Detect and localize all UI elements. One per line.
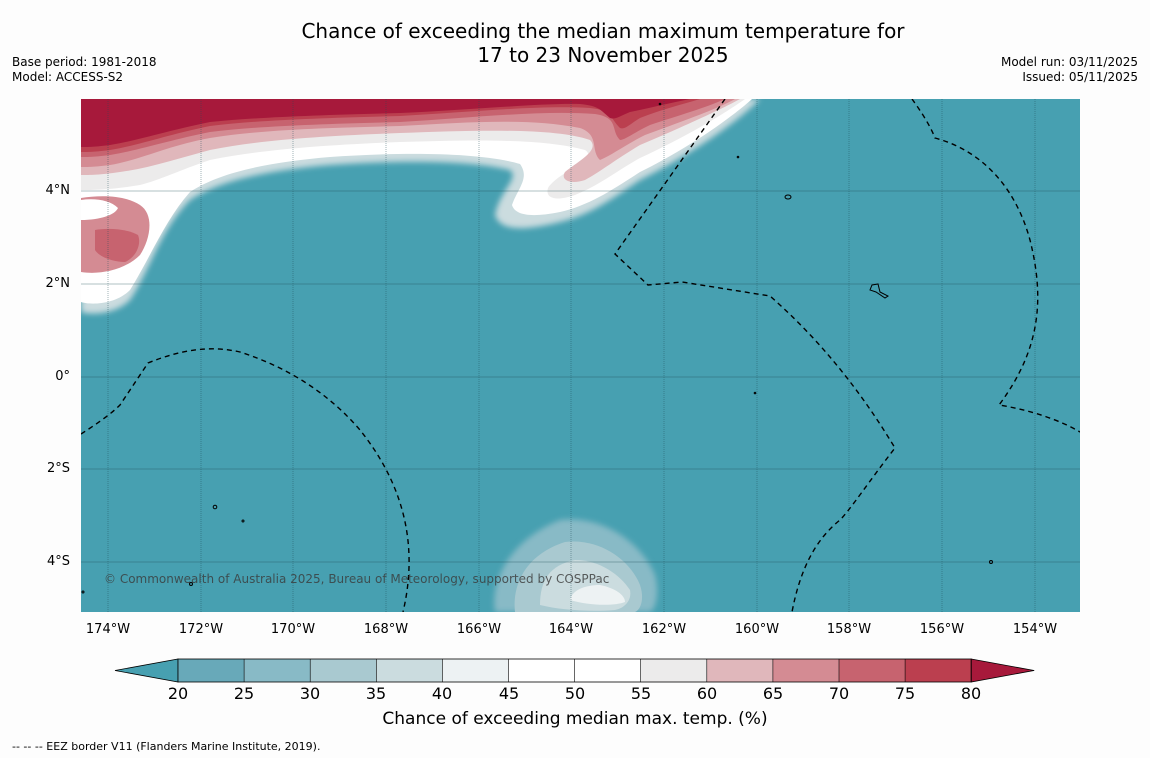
title-line-2: 17 to 23 November 2025 [477,43,729,67]
island-7 [658,102,662,106]
eez-borders [81,99,1080,612]
warm-band [81,99,760,314]
warm-contour-80 [81,99,690,147]
colorbar-bin-11 [839,659,906,682]
meta-left: Base period: 1981-2018 Model: ACCESS-S2 [12,55,157,85]
eez-border-west [81,348,410,612]
colorbar-bin-6 [508,659,575,682]
island-6 [753,391,757,395]
warm-blob-west-core [95,228,140,262]
lat-label-0: 0° [55,369,70,384]
model-name: Model: ACCESS-S2 [12,70,124,84]
south-blob [494,519,658,612]
copyright-notice: © Commonwealth of Australia 2025, Bureau… [104,572,610,586]
eez-footnote: -- -- -- EEZ border V11 (Flanders Marine… [12,740,321,753]
colorbar-label-25: 25 [233,684,255,703]
lon-label-170w: 170°W [270,622,316,637]
colorbar-extend-low [114,658,179,683]
colorbar-label-60: 60 [696,684,718,703]
meta-right: Model run: 03/11/2025 Issued: 05/11/2025 [1001,55,1138,85]
colorbar-label-65: 65 [762,684,784,703]
graticule [81,99,1080,612]
colorbar-label-75: 75 [894,684,916,703]
colorbar-bin-4 [376,659,443,682]
colorbar-label-50: 50 [564,684,586,703]
island-2 [212,504,218,510]
islands [81,102,993,594]
lat-label-4s: 4°S [46,554,70,569]
lon-label-154w: 154°W [1012,622,1058,637]
eez-border-east [911,99,1080,433]
lat-label-4n: 4°N [45,183,71,198]
island-5 [989,560,993,564]
colorbar-bin-9 [706,659,773,682]
island-1 [784,194,792,200]
island-3 [241,519,245,523]
colorbar-label-55: 55 [630,684,652,703]
colorbar-extend-high [970,658,1035,683]
lon-label-166w: 166°W [456,622,502,637]
colorbar-bin-10 [772,659,839,682]
colorbar-bin-2 [244,659,311,682]
colorbar-bin-12 [905,659,972,682]
colorbar-label-80: 80 [960,684,982,703]
colorbar-label-35: 35 [365,684,387,703]
colorbar-label-20: 20 [167,684,189,703]
lon-label-168w: 168°W [363,622,409,637]
colorbar-label-30: 30 [299,684,321,703]
lon-label-156w: 156°W [919,622,965,637]
island-kiritimati [869,283,889,299]
colorbar-label-45: 45 [498,684,520,703]
eez-border-central [614,99,896,612]
lat-label-2n: 2°N [45,276,71,291]
lon-label-172w: 172°W [178,622,224,637]
island-9 [81,590,85,594]
colorbar-bin-5 [442,659,509,682]
colorbar-bin-3 [310,659,377,682]
lon-label-162w: 162°W [641,622,687,637]
south-contour-45 [570,585,625,605]
map-plot-area [81,99,1080,612]
colorbar-title: Chance of exceeding median max. temp. (%… [382,709,768,729]
lon-label-164w: 164°W [548,622,594,637]
lon-label-160w: 160°W [734,622,780,637]
island-8 [736,155,740,159]
issued-date: Issued: 05/11/2025 [1022,70,1138,84]
colorbar-bin-1 [178,659,245,682]
colorbar [114,658,1035,683]
island-4 [189,582,193,586]
lon-label-174w: 174°W [85,622,131,637]
lat-label-2s: 2°S [46,461,70,476]
lon-label-158w: 158°W [826,622,872,637]
colorbar-label-40: 40 [431,684,453,703]
colorbar-label-70: 70 [828,684,850,703]
colorbar-bin-7 [574,659,641,682]
warm-blob-west-white [81,199,118,220]
colorbar-bin-8 [640,659,707,682]
base-period: Base period: 1981-2018 [12,55,157,69]
title-line-1: Chance of exceeding the median maximum t… [301,19,905,43]
model-run: Model run: 03/11/2025 [1000,55,1138,69]
